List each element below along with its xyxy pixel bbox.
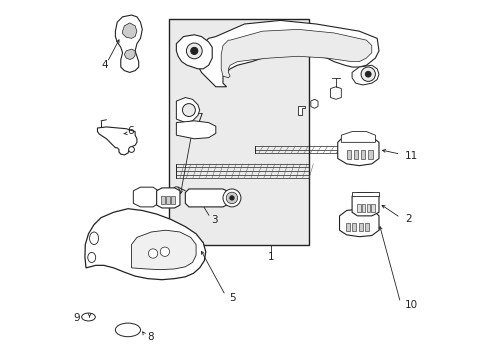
- Circle shape: [229, 196, 234, 200]
- Polygon shape: [330, 87, 341, 99]
- Circle shape: [226, 192, 237, 204]
- Polygon shape: [133, 187, 158, 207]
- Polygon shape: [341, 132, 375, 142]
- Text: 10: 10: [405, 300, 417, 310]
- Circle shape: [128, 147, 134, 152]
- Circle shape: [223, 189, 241, 207]
- Ellipse shape: [81, 313, 95, 321]
- Ellipse shape: [89, 232, 99, 244]
- Text: 8: 8: [147, 332, 153, 342]
- Text: 9: 9: [73, 313, 80, 323]
- Bar: [362, 204, 365, 212]
- Bar: [161, 196, 164, 204]
- Circle shape: [186, 43, 202, 59]
- Ellipse shape: [88, 252, 96, 262]
- Text: 3: 3: [211, 215, 218, 225]
- Text: 1: 1: [267, 252, 274, 262]
- Circle shape: [173, 187, 179, 193]
- Polygon shape: [351, 65, 378, 85]
- Bar: [358, 223, 362, 231]
- Bar: [345, 223, 349, 231]
- Circle shape: [160, 247, 169, 256]
- Polygon shape: [124, 49, 135, 59]
- Bar: [351, 192, 378, 196]
- Bar: [353, 150, 357, 159]
- Polygon shape: [185, 189, 230, 207]
- Circle shape: [190, 47, 198, 54]
- Bar: [364, 223, 368, 231]
- Polygon shape: [122, 23, 137, 39]
- Bar: [357, 204, 360, 212]
- Polygon shape: [176, 35, 212, 69]
- Text: 2: 2: [405, 215, 411, 224]
- Bar: [360, 150, 365, 159]
- Bar: [367, 150, 372, 159]
- Circle shape: [148, 249, 158, 258]
- Polygon shape: [198, 21, 378, 87]
- Circle shape: [365, 71, 370, 77]
- Polygon shape: [115, 15, 142, 72]
- Text: 6: 6: [127, 126, 134, 136]
- Bar: [371, 204, 374, 212]
- Polygon shape: [176, 121, 215, 139]
- Text: 5: 5: [228, 293, 235, 303]
- Ellipse shape: [115, 323, 140, 337]
- Circle shape: [360, 67, 375, 81]
- Polygon shape: [85, 209, 205, 280]
- Bar: [366, 204, 369, 212]
- Text: 7: 7: [196, 113, 203, 123]
- Bar: [351, 223, 356, 231]
- Polygon shape: [339, 209, 378, 237]
- Circle shape: [182, 104, 195, 117]
- Bar: [346, 150, 350, 159]
- Text: 11: 11: [405, 150, 418, 161]
- Polygon shape: [131, 230, 196, 270]
- Polygon shape: [176, 98, 199, 123]
- Text: 4: 4: [101, 59, 108, 69]
- Polygon shape: [156, 188, 180, 208]
- Bar: [171, 196, 174, 204]
- Bar: [169, 19, 308, 244]
- Polygon shape: [337, 135, 378, 166]
- Bar: [165, 196, 169, 204]
- Polygon shape: [310, 99, 317, 108]
- Polygon shape: [221, 30, 371, 78]
- Polygon shape: [298, 107, 305, 116]
- Polygon shape: [351, 193, 378, 216]
- Polygon shape: [97, 127, 137, 155]
